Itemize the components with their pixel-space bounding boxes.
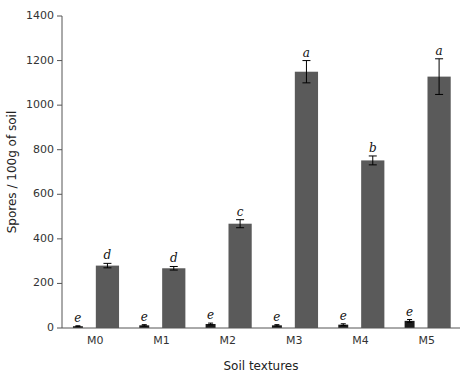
error-bar (274, 325, 279, 326)
annotations: e e e e e e d d c a b a (74, 44, 442, 325)
annotation: e (406, 305, 413, 319)
y-tick (57, 328, 62, 329)
annotation: d (170, 251, 178, 265)
y-tick-label: 400 (33, 232, 54, 245)
annotation: e (74, 311, 81, 325)
y-axis-line (62, 16, 63, 328)
annotation: e (207, 308, 214, 322)
error-bar (75, 325, 80, 327)
y-tick (57, 238, 62, 239)
annotation: c (237, 205, 244, 219)
x-tick-label: M5 (419, 334, 436, 347)
y-axis: 0 200 400 600 800 1000 1200 1400 (26, 9, 62, 334)
bar (338, 325, 348, 328)
x-axis-line (62, 328, 460, 329)
y-tick-label: 0 (47, 321, 54, 334)
y-tick (57, 16, 62, 17)
bar (228, 224, 251, 328)
y-tick (57, 194, 62, 195)
x-tick-label: M3 (286, 334, 303, 347)
y-tick-label: 1200 (26, 54, 54, 67)
x-tick-label: M0 (87, 334, 104, 347)
bar (427, 77, 450, 328)
bar (96, 266, 119, 328)
y-tick (57, 149, 62, 150)
x-tick-label: M4 (352, 334, 369, 347)
y-axis-label: Spores / 100g of soil (5, 111, 19, 234)
error-bar (341, 324, 346, 326)
bar (162, 268, 185, 328)
y-tick-label: 1000 (26, 98, 54, 111)
y-tick-label: 600 (33, 187, 54, 200)
error-bar (236, 220, 244, 228)
annotation: e (141, 310, 148, 324)
y-tick-label: 800 (33, 143, 54, 156)
annotation: b (369, 141, 377, 155)
error-bar (170, 266, 178, 270)
annotation: e (340, 309, 347, 323)
bar (405, 321, 415, 328)
x-tick-label: M1 (153, 334, 170, 347)
y-tick (57, 60, 62, 61)
annotation: e (273, 310, 280, 324)
x-axis: M0 M1 M2 M3 M4 M5 (87, 334, 435, 347)
marks (73, 59, 451, 328)
error-bar (435, 59, 443, 95)
annotation: a (303, 46, 310, 60)
error-bar (142, 325, 147, 326)
x-tick-label: M2 (220, 334, 237, 347)
x-axis-label: Soil textures (223, 359, 298, 373)
error-bar (208, 323, 213, 325)
chart: 0200400600800100012001400eeeeeeddcabaM0M… (0, 0, 474, 380)
error-bar (369, 156, 377, 165)
y-tick (57, 105, 62, 106)
annotation: a (436, 44, 443, 58)
y-tick (57, 283, 62, 284)
error-bar (103, 263, 111, 267)
y-tick-label: 1400 (26, 9, 54, 22)
error-bar (302, 61, 310, 83)
error-bar (407, 320, 412, 323)
bar (206, 324, 216, 328)
bar (361, 160, 384, 328)
bar (295, 72, 318, 328)
chart-container: 0200400600800100012001400eeeeeeddcabaM0M… (0, 0, 474, 380)
y-tick-label: 200 (33, 276, 54, 289)
annotation: d (104, 248, 112, 262)
